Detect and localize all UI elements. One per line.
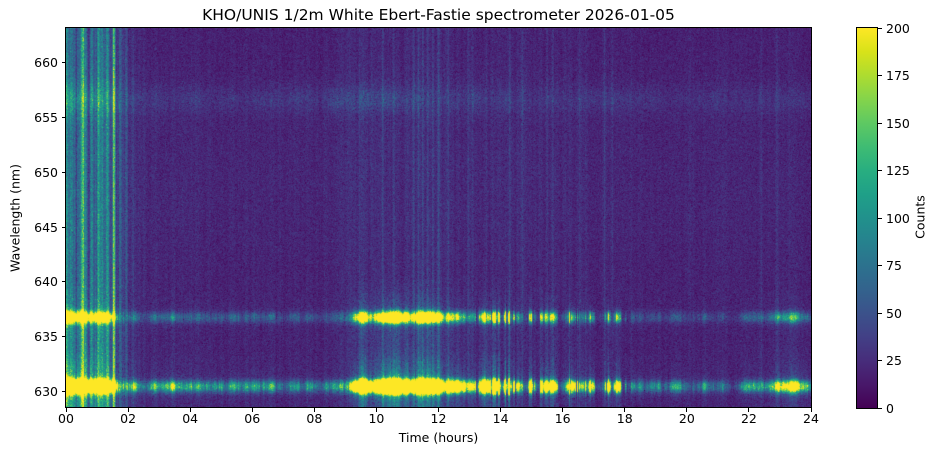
colorbar-tick-label: 50	[886, 305, 902, 321]
x-tick-label: 14	[492, 411, 509, 426]
colorbar-gradient	[857, 28, 877, 408]
y-tick-label: 635	[34, 329, 58, 345]
x-tick-label: 22	[740, 411, 757, 426]
x-tick-label: 10	[368, 411, 385, 426]
y-tick-mark	[61, 226, 66, 228]
y-tick-label: 630	[34, 383, 58, 399]
x-tick-label: 18	[616, 411, 633, 426]
y-tick-mark	[61, 281, 66, 283]
x-tick-label: 20	[678, 411, 695, 426]
colorbar-label: Counts	[912, 195, 928, 239]
x-tick-mark	[313, 408, 315, 412]
colorbar-tick-mark	[878, 27, 882, 29]
x-tick-mark	[375, 408, 377, 412]
y-tick-label: 640	[34, 274, 58, 290]
x-tick-label: 16	[554, 411, 571, 426]
x-tick-mark	[251, 408, 253, 412]
colorbar-tick-label: 150	[886, 115, 910, 131]
x-tick-mark	[65, 408, 67, 412]
y-tick-label: 650	[34, 164, 58, 180]
y-axis-label: Wavelength (nm)	[7, 164, 23, 272]
x-tick-mark	[748, 408, 750, 412]
colorbar-tick-label: 175	[886, 68, 910, 83]
x-tick-label: 08	[306, 411, 323, 426]
colorbar-tick-label: 125	[886, 163, 910, 178]
chart-title: KHO/UNIS 1/2m White Ebert-Fastie spectro…	[202, 6, 675, 24]
x-tick-mark	[562, 408, 564, 412]
y-tick-label: 645	[34, 219, 58, 235]
y-tick-mark	[61, 116, 66, 118]
x-tick-label: 00	[58, 411, 74, 426]
colorbar-tick-mark	[878, 170, 882, 171]
x-tick-mark	[500, 408, 502, 412]
y-tick-mark	[61, 62, 66, 64]
y-tick-mark	[61, 171, 66, 173]
colorbar-tick-label: 25	[886, 353, 902, 368]
spectrogram-canvas	[66, 28, 811, 407]
colorbar-tick-mark	[878, 265, 882, 266]
x-tick-mark	[810, 408, 812, 412]
x-tick-mark	[438, 408, 439, 412]
x-tick-mark	[624, 408, 626, 412]
x-tick-label: 24	[803, 411, 819, 426]
x-tick-mark	[686, 408, 688, 412]
x-tick-label: 02	[120, 411, 137, 426]
colorbar-tick-label: 75	[886, 258, 902, 273]
colorbar-tick-label: 200	[886, 20, 910, 36]
colorbar-tick-mark	[878, 407, 882, 409]
y-tick-mark	[61, 390, 66, 392]
x-tick-mark	[189, 408, 191, 412]
colorbar-tick-mark	[878, 122, 882, 124]
y-tick-label: 660	[34, 55, 58, 71]
x-tick-label: 04	[182, 411, 199, 426]
y-tick-mark	[61, 336, 66, 338]
x-tick-label: 12	[430, 411, 447, 426]
x-tick-label: 06	[244, 411, 261, 426]
colorbar-tick-label: 100	[886, 210, 910, 226]
x-tick-mark	[127, 408, 129, 412]
x-axis-label: Time (hours)	[398, 430, 479, 445]
colorbar-tick-label: 0	[886, 400, 894, 416]
colorbar-tick-mark	[878, 75, 882, 76]
colorbar-tick-mark	[878, 217, 882, 219]
y-tick-label: 655	[34, 109, 58, 125]
colorbar-tick-mark	[878, 312, 882, 314]
colorbar-tick-mark	[878, 360, 882, 361]
